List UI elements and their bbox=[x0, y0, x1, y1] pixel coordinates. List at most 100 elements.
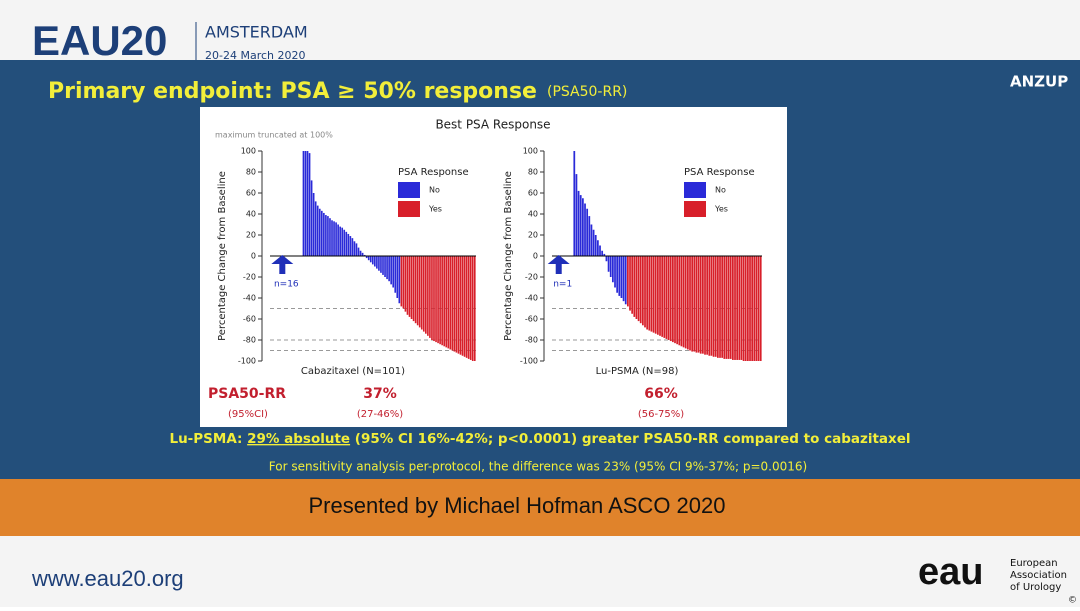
bar bbox=[371, 256, 374, 265]
y-tick-label: 100 bbox=[523, 147, 538, 156]
bar bbox=[341, 227, 344, 256]
panel-title: Best PSA Response bbox=[435, 118, 550, 132]
bar bbox=[592, 229, 595, 256]
bar bbox=[308, 153, 311, 256]
bar bbox=[461, 256, 464, 356]
bar bbox=[661, 256, 664, 337]
bar bbox=[582, 198, 584, 256]
result-right-ci: (56-75%) bbox=[638, 409, 684, 420]
org-line: Association bbox=[1010, 570, 1067, 581]
bar bbox=[669, 256, 672, 342]
y-tick-label: -80 bbox=[525, 336, 538, 345]
bar bbox=[678, 256, 681, 346]
sensitivity-note: For sensitivity analysis per-protocol, t… bbox=[269, 460, 807, 474]
bar bbox=[609, 256, 612, 277]
y-axis-label: Percentage Change from Baseline bbox=[217, 171, 228, 341]
bar bbox=[339, 226, 341, 256]
bar bbox=[620, 256, 623, 298]
bar bbox=[447, 256, 450, 349]
bar bbox=[706, 256, 709, 355]
bar bbox=[633, 256, 636, 317]
bar bbox=[693, 256, 696, 352]
conclusion-rest: (95% CI 16%-42%; p<0.0001) greater PSA50… bbox=[350, 431, 910, 447]
bar bbox=[736, 256, 739, 360]
bar bbox=[316, 205, 319, 256]
result-left: 37% bbox=[363, 386, 397, 402]
bar bbox=[396, 256, 399, 298]
bar bbox=[648, 256, 651, 331]
annotation: n=1 bbox=[553, 280, 572, 290]
bar bbox=[702, 256, 704, 354]
legend-swatch bbox=[398, 201, 420, 217]
bar bbox=[751, 256, 754, 361]
bar bbox=[457, 256, 460, 354]
bar bbox=[392, 256, 395, 288]
bar bbox=[398, 256, 401, 304]
bar bbox=[599, 245, 601, 256]
bar bbox=[418, 256, 421, 328]
y-tick-label: 100 bbox=[241, 147, 256, 156]
bar bbox=[416, 256, 419, 326]
bar bbox=[680, 256, 683, 347]
bar bbox=[337, 224, 339, 256]
bar bbox=[672, 256, 674, 343]
bar bbox=[682, 256, 685, 348]
bar bbox=[414, 256, 417, 324]
slide-title: Primary endpoint: PSA ≥ 50% response (PSA… bbox=[48, 79, 627, 104]
bar bbox=[310, 180, 313, 256]
result-left-ci: (27-46%) bbox=[357, 409, 403, 420]
bar bbox=[629, 256, 631, 311]
legend-swatch bbox=[684, 182, 706, 198]
bar bbox=[355, 243, 358, 256]
bar bbox=[425, 256, 427, 334]
bar bbox=[657, 256, 659, 335]
bar bbox=[318, 208, 321, 256]
y-tick-label: 80 bbox=[246, 168, 256, 177]
bar bbox=[343, 229, 346, 256]
bar bbox=[689, 256, 691, 351]
bar bbox=[659, 256, 661, 336]
bar bbox=[429, 256, 431, 338]
bar bbox=[406, 256, 409, 315]
bar bbox=[586, 208, 589, 256]
y-tick-label: -40 bbox=[525, 294, 538, 303]
bar bbox=[329, 218, 331, 256]
bar bbox=[725, 256, 728, 359]
y-tick-label: -40 bbox=[243, 294, 256, 303]
bar bbox=[349, 236, 352, 256]
bar bbox=[347, 233, 350, 256]
bar bbox=[374, 256, 376, 267]
bar bbox=[714, 256, 717, 357]
bar bbox=[465, 256, 468, 358]
bar bbox=[420, 256, 423, 330]
bar bbox=[618, 256, 621, 296]
bar bbox=[697, 256, 700, 353]
legend-swatch bbox=[684, 201, 706, 217]
bar bbox=[614, 256, 616, 288]
result-label-sub: (95%CI) bbox=[228, 409, 268, 420]
bar bbox=[402, 256, 405, 309]
y-tick-label: 40 bbox=[528, 210, 538, 219]
bar bbox=[367, 256, 370, 261]
bar bbox=[732, 256, 734, 360]
bar bbox=[357, 247, 360, 256]
bar bbox=[717, 256, 719, 358]
bar bbox=[439, 256, 441, 345]
y-tick-label: 20 bbox=[528, 231, 538, 240]
bar bbox=[753, 256, 756, 361]
anzup-logo: ANZUP bbox=[1010, 73, 1068, 91]
bar bbox=[331, 220, 333, 256]
bar bbox=[594, 235, 597, 256]
bar bbox=[449, 256, 452, 350]
bar bbox=[652, 256, 655, 333]
title-main: Primary endpoint: PSA ≥ 50% response bbox=[48, 79, 537, 104]
title-sub: (PSA50-RR) bbox=[547, 84, 627, 100]
bar bbox=[605, 256, 608, 262]
bar bbox=[302, 151, 305, 256]
bar bbox=[437, 256, 439, 344]
bar bbox=[759, 256, 762, 361]
legend-title: PSA Response bbox=[398, 167, 469, 178]
bar bbox=[631, 256, 634, 314]
x-axis-label: Cabazitaxel (N=101) bbox=[301, 366, 405, 377]
bar bbox=[384, 256, 386, 277]
